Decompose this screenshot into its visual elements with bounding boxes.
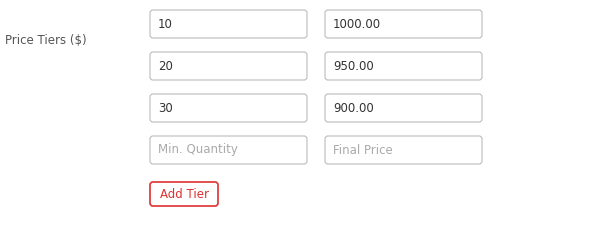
Text: Final Price: Final Price bbox=[333, 143, 393, 156]
FancyBboxPatch shape bbox=[150, 182, 218, 206]
Text: 30: 30 bbox=[158, 101, 173, 114]
FancyBboxPatch shape bbox=[325, 94, 482, 122]
FancyBboxPatch shape bbox=[150, 10, 307, 38]
FancyBboxPatch shape bbox=[150, 136, 307, 164]
FancyBboxPatch shape bbox=[325, 10, 482, 38]
Text: Min. Quantity: Min. Quantity bbox=[158, 143, 238, 156]
Text: Add Tier: Add Tier bbox=[160, 187, 209, 201]
Text: 1000.00: 1000.00 bbox=[333, 17, 381, 30]
Text: 20: 20 bbox=[158, 59, 173, 72]
FancyBboxPatch shape bbox=[325, 52, 482, 80]
FancyBboxPatch shape bbox=[150, 94, 307, 122]
Text: Price Tiers ($): Price Tiers ($) bbox=[5, 34, 87, 46]
FancyBboxPatch shape bbox=[325, 136, 482, 164]
Text: 950.00: 950.00 bbox=[333, 59, 374, 72]
FancyBboxPatch shape bbox=[150, 52, 307, 80]
Text: 10: 10 bbox=[158, 17, 173, 30]
Text: 900.00: 900.00 bbox=[333, 101, 374, 114]
